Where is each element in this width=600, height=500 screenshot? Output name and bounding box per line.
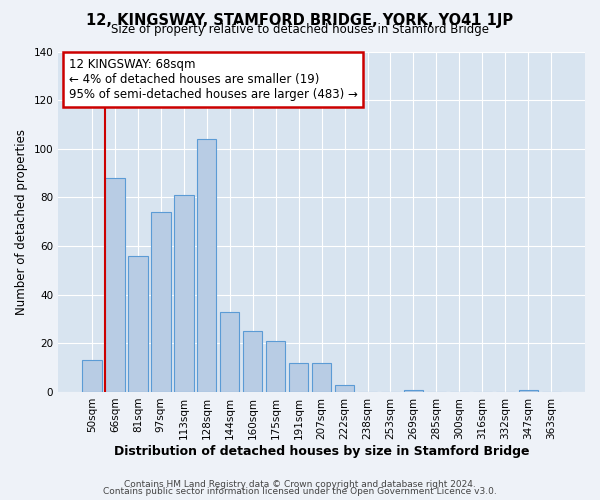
Text: 12, KINGSWAY, STAMFORD BRIDGE, YORK, YO41 1JP: 12, KINGSWAY, STAMFORD BRIDGE, YORK, YO4… — [86, 12, 514, 28]
Bar — [312, 363, 331, 392]
Text: Contains HM Land Registry data © Crown copyright and database right 2024.: Contains HM Land Registry data © Crown c… — [124, 480, 476, 489]
Bar — [289, 363, 308, 392]
Bar — [220, 312, 239, 392]
Bar — [174, 195, 194, 392]
Bar — [243, 331, 262, 392]
Bar — [151, 212, 170, 392]
Bar — [82, 360, 101, 392]
Bar — [335, 384, 355, 392]
Y-axis label: Number of detached properties: Number of detached properties — [15, 128, 28, 314]
Text: 12 KINGSWAY: 68sqm
← 4% of detached houses are smaller (19)
95% of semi-detached: 12 KINGSWAY: 68sqm ← 4% of detached hous… — [69, 58, 358, 102]
Bar — [518, 390, 538, 392]
X-axis label: Distribution of detached houses by size in Stamford Bridge: Distribution of detached houses by size … — [114, 444, 529, 458]
Text: Size of property relative to detached houses in Stamford Bridge: Size of property relative to detached ho… — [111, 24, 489, 36]
Bar — [197, 139, 217, 392]
Bar — [128, 256, 148, 392]
Bar — [105, 178, 125, 392]
Bar — [404, 390, 423, 392]
Text: Contains public sector information licensed under the Open Government Licence v3: Contains public sector information licen… — [103, 488, 497, 496]
Bar — [266, 341, 286, 392]
